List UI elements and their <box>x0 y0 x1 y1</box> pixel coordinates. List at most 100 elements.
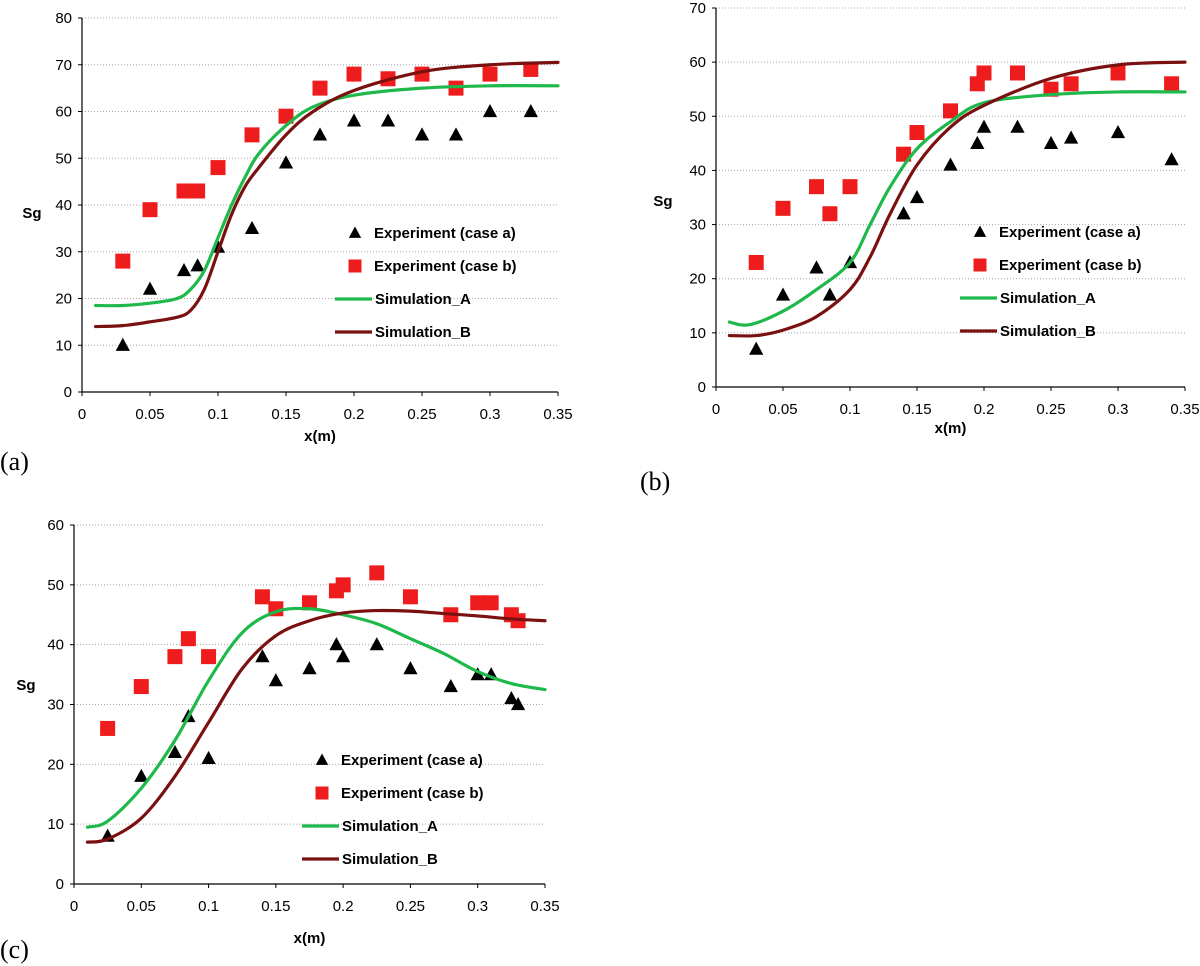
y-tick-label: 10 <box>47 816 64 833</box>
series-experiment-case-a- <box>100 637 526 842</box>
series-simulation-a <box>727 90 1187 327</box>
y-tick-label: 10 <box>689 325 706 342</box>
x-tick-label: 0.2 <box>344 406 365 423</box>
y-axis-label: Sg <box>22 205 41 222</box>
x-tick-label: 0.25 <box>1036 401 1065 418</box>
x-tick-label: 0.05 <box>768 401 797 418</box>
data-point-triangle <box>809 260 824 274</box>
data-point-triangle <box>482 104 498 118</box>
y-tick-label: 50 <box>55 150 72 167</box>
data-point-triangle <box>749 341 764 355</box>
y-tick-label: 0 <box>56 876 64 893</box>
legend: Experiment (case a) Experiment (case b) Si… <box>960 224 1142 340</box>
legend: Experiment (case a) Experiment (case b) Si… <box>335 225 517 341</box>
data-point-triangle <box>943 157 958 171</box>
legend-square-swatch <box>973 258 987 272</box>
legend-square-swatch <box>315 786 329 800</box>
data-point-triangle <box>312 127 328 141</box>
data-point-square <box>346 66 362 82</box>
data-point-triangle <box>1063 130 1079 144</box>
data-point-triangle <box>510 697 526 711</box>
y-tick-label: 80 <box>55 10 72 27</box>
y-tick-label: 40 <box>689 162 706 179</box>
series-simulation-a <box>85 606 547 829</box>
series-experiment-case-a- <box>749 119 1179 355</box>
data-point-square <box>254 589 270 605</box>
y-tick-label: 70 <box>55 57 72 74</box>
legend-label: Simulation_A <box>375 291 471 308</box>
data-point-square <box>142 202 158 218</box>
data-point-triangle <box>255 649 270 663</box>
series-simulation-b <box>727 60 1187 338</box>
data-point-square <box>115 253 131 269</box>
y-tick-label: 60 <box>55 104 72 121</box>
legend-label: Experiment (case b) <box>999 257 1142 274</box>
data-point-square <box>176 183 192 199</box>
data-point-triangle <box>443 679 458 693</box>
x-axis-label: x(m) <box>294 930 326 947</box>
data-point-square <box>312 80 328 96</box>
data-point-triangle <box>369 637 384 651</box>
legend-label: Simulation_A <box>1000 290 1096 307</box>
data-point-square <box>180 631 196 647</box>
x-tick-label: 0.2 <box>333 898 354 915</box>
data-point-triangle <box>268 673 283 687</box>
legend-label: Experiment (case b) <box>341 785 484 802</box>
data-point-square <box>470 595 486 611</box>
chart-panel-0: 0 10 20 30 40 50 60 70 80 0 0.05 0.1 0.15 0.2 0.25 0.3 0… <box>0 10 573 476</box>
chart-panel-1: 0 10 20 30 40 50 60 70 0 0.05 0.1 0.15 0.2 0.25 0.3 0.3… <box>640 0 1200 496</box>
x-axis-label: x(m) <box>304 428 336 445</box>
x-tick-label: 0.15 <box>271 406 300 423</box>
legend-label: Simulation_B <box>1000 323 1096 340</box>
data-point-triangle <box>976 119 992 133</box>
panel-label: (a) <box>0 447 29 476</box>
data-point-triangle <box>1164 152 1179 166</box>
data-point-square <box>809 179 824 195</box>
legend-label: Experiment (case a) <box>341 752 483 769</box>
x-tick-label: 0 <box>70 898 78 915</box>
y-tick-label: 50 <box>47 577 64 594</box>
series-experiment-case-b- <box>100 565 526 736</box>
data-point-square <box>976 65 992 81</box>
data-point-square <box>369 565 385 581</box>
y-tick-label: 30 <box>47 697 64 714</box>
data-point-triangle <box>822 287 838 301</box>
x-axis-label: x(m) <box>935 420 967 437</box>
y-tick-label: 20 <box>55 291 72 308</box>
x-tick-label: 0.35 <box>1170 401 1199 418</box>
x-tick-label: 0.1 <box>840 401 861 418</box>
data-point-triangle <box>142 281 158 295</box>
data-point-square <box>335 577 351 593</box>
legend-label: Experiment (case a) <box>374 225 516 242</box>
data-point-triangle <box>1110 125 1126 139</box>
data-point-triangle <box>346 113 362 127</box>
legend-label: Experiment (case a) <box>999 224 1141 241</box>
series-line <box>85 608 547 844</box>
panel-label: (c) <box>0 935 29 964</box>
data-point-square <box>842 179 858 195</box>
series-line <box>85 606 547 829</box>
x-tick-label: 0.25 <box>396 898 425 915</box>
legend-triangle-swatch <box>315 753 329 765</box>
data-point-triangle <box>176 262 192 277</box>
x-tick-label: 0.25 <box>407 406 436 423</box>
data-point-triangle <box>134 768 149 782</box>
legend-square-swatch <box>348 259 362 273</box>
y-tick-label: 20 <box>689 271 706 288</box>
y-tick-label: 60 <box>47 517 64 534</box>
data-point-square <box>909 125 925 141</box>
data-point-square <box>1164 76 1180 92</box>
y-tick-label: 60 <box>689 54 706 71</box>
legend-triangle-swatch <box>348 226 362 238</box>
x-tick-label: 0.3 <box>1108 401 1129 418</box>
x-tick-label: 0.1 <box>208 406 229 423</box>
x-tick-label: 0.15 <box>261 898 290 915</box>
y-tick-label: 0 <box>64 384 72 401</box>
x-tick-label: 0.15 <box>902 401 931 418</box>
x-tick-label: 0 <box>712 401 720 418</box>
data-point-square <box>523 61 539 77</box>
data-point-square <box>402 589 418 605</box>
data-point-square <box>822 206 838 222</box>
data-point-triangle <box>115 337 130 351</box>
legend: Experiment (case a) Experiment (case b) Si… <box>302 752 484 868</box>
